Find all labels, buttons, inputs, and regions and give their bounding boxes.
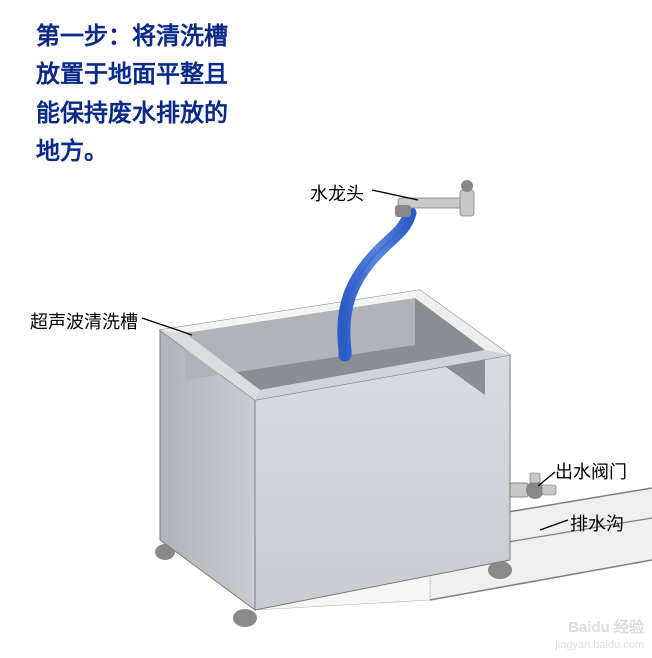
step-title: 第一步：将清洗槽 放置于地面平整且 能保持废水排放的 地方。	[36, 18, 228, 172]
label-drain: 排水沟	[570, 510, 624, 536]
label-faucet: 水龙头	[310, 180, 364, 206]
watermark-line1: Baidu 经验	[555, 618, 644, 638]
faucet-body	[460, 190, 474, 216]
valve-out	[542, 485, 556, 495]
wheel-1	[233, 609, 257, 627]
label-valve: 出水阀门	[555, 458, 627, 484]
label-tank: 超声波清洗槽	[30, 308, 138, 334]
leader-faucet	[372, 190, 418, 200]
leader-valve	[538, 472, 555, 486]
ultrasonic-tank	[160, 290, 510, 610]
valve-handle	[530, 473, 540, 483]
faucet-knob	[461, 180, 473, 192]
faucet-nozzle	[395, 205, 411, 217]
watermark-line2: jingyan.baidu.com	[555, 638, 644, 652]
faucet	[395, 180, 474, 217]
watermark: Baidu 经验 jingyan.baidu.com	[555, 618, 644, 652]
valve-pipe	[510, 483, 528, 497]
